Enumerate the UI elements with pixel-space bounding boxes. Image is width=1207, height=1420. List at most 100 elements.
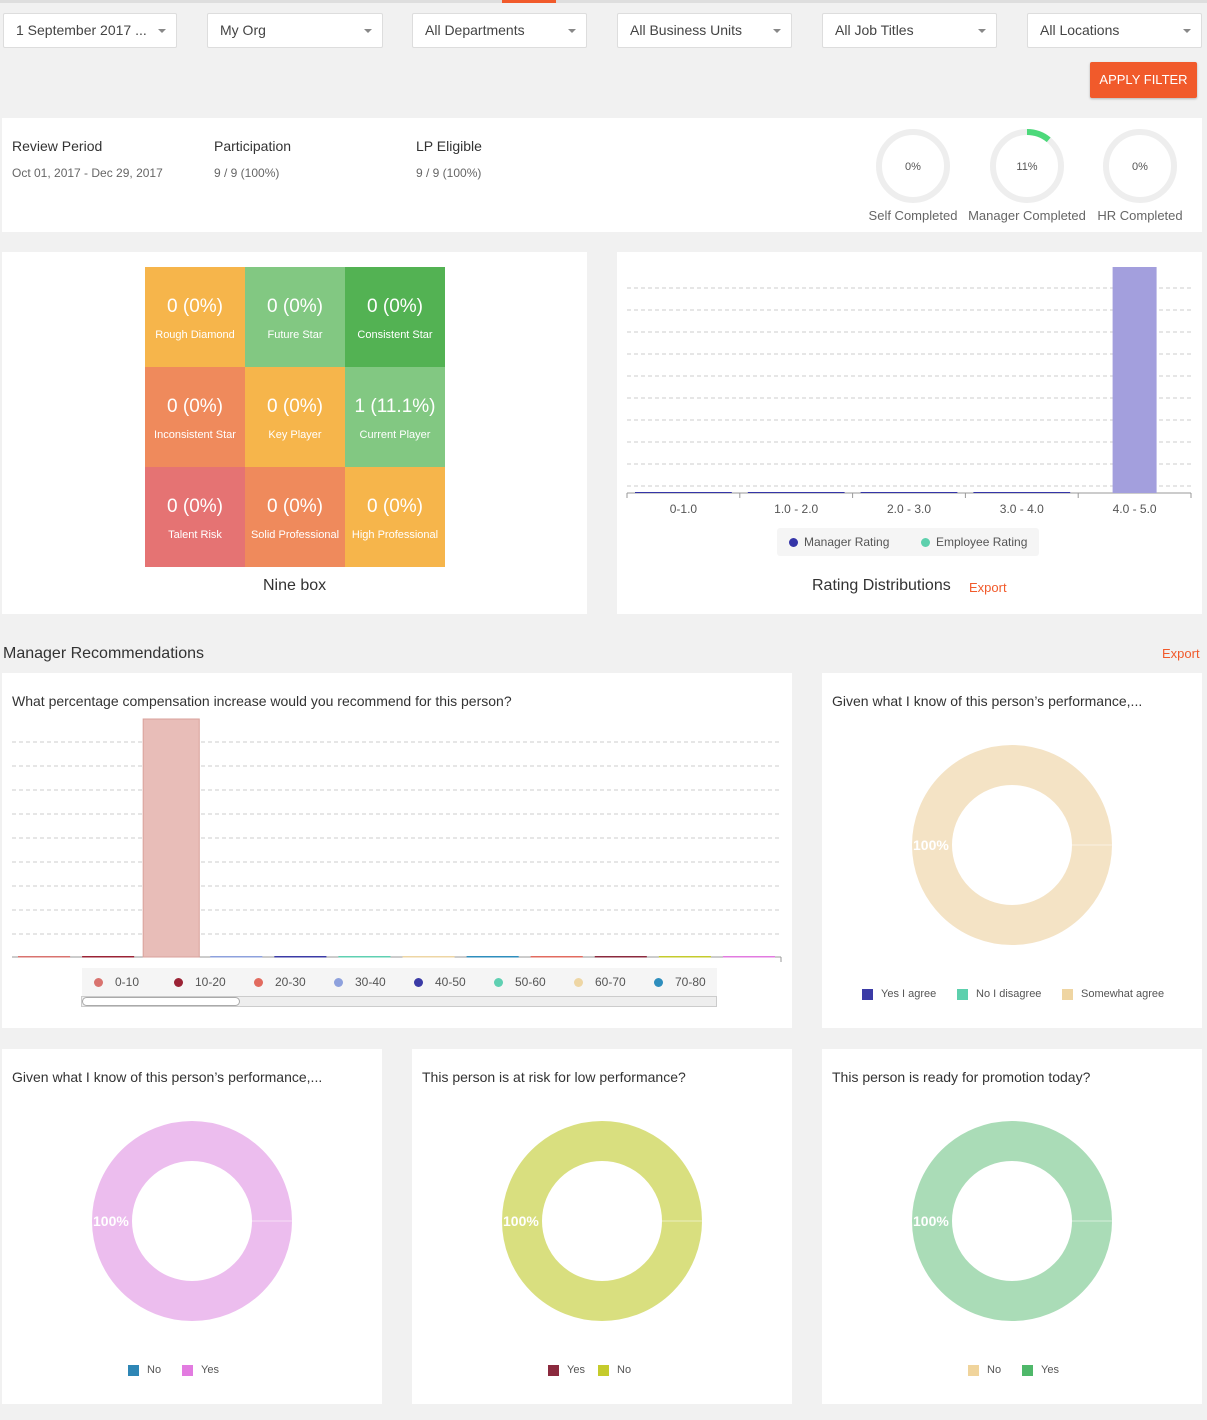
legend-square [1022,1364,1033,1376]
donut-card: Given what I know of this person’s perfo… [2,1049,382,1404]
compensation-bar[interactable] [142,718,200,958]
rating-bar[interactable] [1112,267,1157,493]
compensation-bar[interactable] [402,956,455,958]
ninebox-cell-label: Talent Risk [168,529,222,541]
ninebox-cell[interactable]: 0 (0%) Future Star [245,267,345,367]
ninebox-cell-label: Rough Diamond [155,329,235,341]
ninebox-cell[interactable]: 0 (0%) Rough Diamond [145,267,245,367]
legend-label: No I disagree [976,988,1042,1000]
legend-item[interactable]: No [128,1364,161,1376]
rating-bar[interactable] [973,492,1071,493]
donut-slice[interactable] [912,745,1112,945]
legend-item[interactable]: 60-70 [574,975,626,989]
legend-square [957,988,968,1000]
legend-label: 70-80 [675,975,706,989]
chart-scrollbar[interactable] [81,996,717,1007]
donut-chart: 100% [912,1121,1112,1321]
legend-item[interactable]: 20-30 [254,975,306,989]
compensation-bar[interactable] [658,956,711,958]
legend-item[interactable]: No [968,1364,1001,1376]
legend-item[interactable]: Yes [1022,1364,1059,1376]
section-title: Manager Recommendations [3,645,204,662]
scrollbar-thumb[interactable] [82,997,240,1006]
legend-item[interactable]: Employee Rating [921,535,1027,549]
x-tick-label: 2.0 - 3.0 [887,502,931,516]
ninebox-cell[interactable]: 0 (0%) High Professional [345,467,445,567]
legend-label: 10-20 [195,975,226,989]
ninebox-cell[interactable]: 1 (11.1%) Current Player [345,367,445,467]
compensation-chart [12,718,782,962]
rating-export-link[interactable]: Export [969,580,1007,595]
compensation-bar[interactable] [338,956,391,958]
rating-bar[interactable] [635,492,732,493]
legend-item[interactable]: Yes I agree [862,988,936,1000]
legend-dot [414,978,423,988]
legend-dot [654,978,663,988]
ninebox-cell-value: 0 (0%) [267,396,323,417]
period-dropdown[interactable]: 1 September 2017 ... [3,13,177,48]
legend-item[interactable]: Yes [548,1364,585,1376]
compensation-bar[interactable] [466,956,519,958]
locations-value: All Locations [1040,22,1120,38]
job-titles-dropdown[interactable]: All Job Titles [822,13,997,48]
completion-ring: 0% HR Completed [1080,126,1200,223]
completion-ring-chart: 11% [990,129,1064,203]
legend-item[interactable]: 40-50 [414,975,466,989]
legend-label: No [987,1364,1002,1376]
ninebox-cell-value: 0 (0%) [367,496,423,517]
legend-label: 30-40 [355,975,386,989]
compensation-bar[interactable] [18,956,71,958]
legend-square [862,988,873,1000]
lp-eligible-value: 9 / 9 (100%) [416,166,482,180]
legend-item[interactable]: Yes [182,1364,219,1376]
compensation-bar[interactable] [722,956,775,958]
ninebox-cell[interactable]: 0 (0%) Solid Professional [245,467,345,567]
donut-question: Given what I know of this person’s perfo… [832,693,1143,709]
compensation-bar[interactable] [82,956,135,958]
ninebox-caption: Nine box [263,577,327,594]
recommendations-export-link[interactable]: Export [1162,646,1200,661]
business-units-dropdown[interactable]: All Business Units [617,13,792,48]
org-dropdown[interactable]: My Org [207,13,383,48]
legend-item[interactable]: 10-20 [174,975,226,989]
legend-item[interactable]: Manager Rating [789,535,889,549]
legend-label: Yes [567,1364,585,1376]
legend-item[interactable]: No I disagree [957,988,1041,1000]
legend-label: 50-60 [515,975,546,989]
compensation-bar[interactable] [274,956,327,958]
org-value: My Org [220,22,266,38]
ninebox-cell[interactable]: 0 (0%) Consistent Star [345,267,445,367]
legend-item[interactable]: 70-80 [654,975,706,989]
x-tick-label: 1.0 - 2.0 [774,502,818,516]
donut-slice[interactable] [92,1121,292,1321]
donut-slice[interactable] [912,1121,1112,1321]
legend-label: No [617,1364,632,1376]
donut-slice-label: 100% [93,1213,129,1229]
compensation-bar[interactable] [210,956,263,958]
legend-item[interactable]: 50-60 [494,975,546,989]
ninebox-cell[interactable]: 0 (0%) Inconsistent Star [145,367,245,467]
ninebox-cell[interactable]: 0 (0%) Talent Risk [145,467,245,567]
legend-label: Yes [201,1364,219,1376]
compensation-bar[interactable] [530,956,583,958]
ninebox-cell[interactable]: 0 (0%) Key Player [245,367,345,467]
completion-ring-chart: 0% [876,129,950,203]
legend-label: Somewhat agree [1081,988,1165,1000]
rating-bar[interactable] [860,492,958,493]
donut-slice[interactable] [502,1121,702,1321]
legend-item[interactable]: 30-40 [334,975,386,989]
legend-item[interactable]: 0-10 [94,975,139,989]
locations-dropdown[interactable]: All Locations [1027,13,1202,48]
apply-filter-button[interactable]: APPLY FILTER [1090,62,1197,98]
legend-dot [94,978,103,988]
ninebox-grid: 0 (0%) Rough Diamond 0 (0%) Future Star 0 (0… [145,267,445,567]
compensation-bar[interactable] [594,956,647,958]
legend-item[interactable]: No [598,1364,631,1376]
legend-item[interactable]: Somewhat agree [1062,988,1164,1000]
rating-bar[interactable] [747,492,845,493]
ring-caption: HR Completed [1097,208,1183,223]
departments-dropdown[interactable]: All Departments [412,13,587,48]
completion-ring-chart: 0% [1103,129,1177,203]
legend-label: Yes [1041,1364,1059,1376]
completion-ring: 11% Manager Completed [967,126,1087,223]
